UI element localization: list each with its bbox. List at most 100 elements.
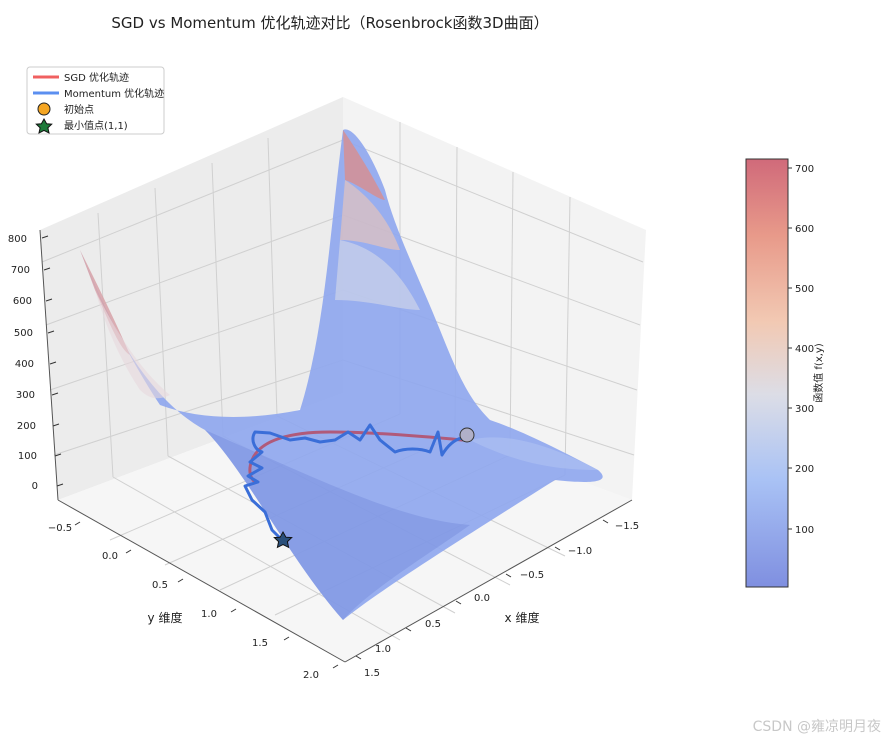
z-tick-mark [51, 392, 59, 396]
x-tick-label: 1.5 [364, 668, 380, 679]
surface-back-white [335, 240, 420, 310]
legend-box [26, 66, 165, 135]
colorbar-strip [745, 158, 789, 588]
legend-momentum-label: Momentum 优化轨迹 [64, 87, 164, 100]
surface-body [80, 129, 603, 620]
z-tick-label: 800 [8, 234, 27, 245]
y-tick-mark [283, 636, 290, 641]
momentum-trajectory [243, 423, 464, 542]
z-tick-mark [52, 423, 60, 427]
x-axis-ticks [355, 519, 609, 660]
y-axis-ticks [74, 521, 339, 669]
x-axis-label: x 维度 [505, 610, 540, 625]
legend-start-swatch [37, 102, 51, 116]
legend-minimum-label: 最小值点(1,1) [64, 119, 128, 132]
x-tick-label: −1.5 [615, 521, 639, 532]
surface-back-peak-fade [340, 180, 400, 250]
z-axis-line [39, 229, 59, 501]
grid-line [564, 196, 571, 476]
chart-title: SGD vs Momentum 优化轨迹对比（Rosenbrock函数3D曲面） [111, 14, 548, 32]
x-tick-label: 0.5 [425, 619, 441, 630]
grid-line [97, 212, 114, 478]
z-tick-label: 500 [14, 328, 33, 339]
y-axis-line [57, 499, 346, 663]
x-tick-label: −0.5 [520, 570, 544, 581]
grid-line [41, 139, 344, 263]
grid-line [211, 162, 224, 437]
start-point-marker [459, 427, 475, 443]
colorbar-tick-label: 100 [795, 525, 814, 536]
z-tick-label: 100 [18, 451, 37, 462]
y-tick-label: 2.0 [303, 670, 319, 681]
y-tick-mark [74, 521, 81, 526]
surface-left-ridge [80, 250, 130, 355]
x-tick-mark [355, 655, 362, 660]
x-tick-mark [405, 627, 412, 632]
surface [80, 129, 603, 620]
z-tick-mark [41, 235, 49, 239]
grid-line [49, 289, 344, 391]
colorbar-tick-label: 400 [795, 344, 814, 355]
y-tick-mark [177, 578, 184, 583]
x-tick-mark [602, 519, 609, 524]
colorbar-tick-labels: 100 200 300 400 500 600 700 [795, 164, 814, 536]
legend-start-label: 初始点 [64, 103, 94, 116]
z-tick-mark [45, 298, 53, 302]
z-tick-mark [43, 267, 51, 271]
y-tick-labels: −0.5 0.0 0.5 1.0 1.5 2.0 [48, 523, 319, 681]
legend-minimum-swatch [35, 117, 53, 134]
sgd-trajectory [248, 430, 464, 484]
x-tick-labels: −1.5 −1.0 −0.5 0.0 0.5 1.0 1.5 [364, 521, 639, 679]
z-tick-labels: 800 700 600 500 400 300 200 100 0 [8, 234, 38, 492]
z-tick-mark [54, 453, 62, 457]
x-tick-mark [505, 573, 512, 578]
x-tick-label: 1.0 [375, 644, 391, 655]
grid-line [342, 139, 644, 263]
z-tick-label: 300 [16, 390, 35, 401]
x-tick-label: 0.0 [474, 593, 490, 604]
y-tick-label: 1.5 [252, 638, 268, 649]
z-tick-label: 200 [17, 421, 36, 432]
watermark: CSDN @雍凉明月夜 [753, 719, 881, 735]
grid-line [267, 137, 278, 417]
surface-left-band [95, 290, 170, 399]
grid-line [154, 187, 169, 457]
surface-right-lobe [470, 437, 598, 470]
trajectories [243, 423, 464, 542]
minimum-point-marker [273, 530, 293, 549]
y-tick-label: 0.5 [152, 580, 168, 591]
pane-left [40, 97, 343, 500]
z-tick-mark [47, 330, 55, 334]
z-tick-label: 0 [32, 481, 38, 492]
grid-line [509, 171, 514, 456]
z-tick-label: 400 [15, 359, 34, 370]
y-axis-label: y 维度 [148, 610, 183, 625]
colorbar-tick-label: 500 [795, 284, 814, 295]
colorbar-label: 函数值 f(x,y) [812, 343, 825, 403]
z-tick-mark [49, 361, 57, 365]
y-tick-label: 0.0 [102, 551, 118, 562]
x-tick-mark [554, 546, 561, 551]
grid-line [45, 214, 344, 326]
y-tick-label: 1.0 [201, 609, 217, 620]
y-tick-mark [125, 549, 132, 554]
y-tick-mark [230, 608, 237, 613]
z-tick-label: 600 [13, 296, 32, 307]
surface-back-peak [343, 130, 385, 200]
grid-line [53, 359, 344, 456]
axis-edges [39, 229, 633, 663]
x-tick-label: −1.0 [568, 546, 592, 557]
colorbar-tick-label: 600 [795, 224, 814, 235]
grid-line [112, 476, 401, 641]
z-axis-ticks [41, 235, 64, 487]
colorbar: 100 200 300 400 500 600 700 函数值 f(x,y) [745, 158, 825, 588]
y-tick-mark [332, 664, 339, 669]
z-tick-label: 700 [11, 265, 30, 276]
legend-sgd-label: SGD 优化轨迹 [64, 71, 129, 84]
surface-shade [205, 430, 470, 620]
x-axis-line [344, 499, 633, 663]
z-tick-mark [56, 483, 64, 487]
legend: SGD 优化轨迹 Momentum 优化轨迹 初始点 最小值点(1,1) [26, 66, 165, 135]
colorbar-tick-label: 200 [795, 464, 814, 475]
